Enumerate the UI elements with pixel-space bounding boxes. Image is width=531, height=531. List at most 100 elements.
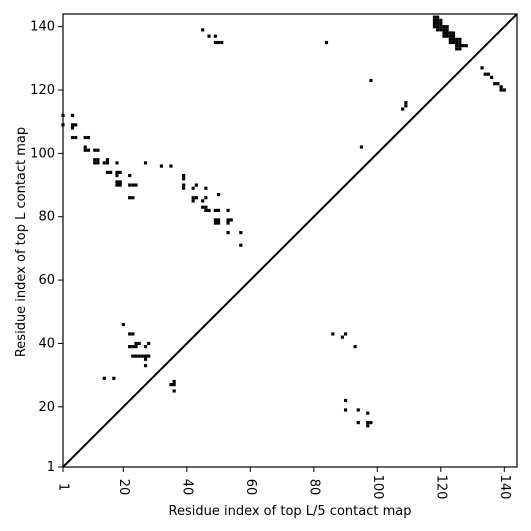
contact-cell [128, 345, 132, 349]
contact-cell [182, 186, 186, 190]
contact-cell [461, 44, 465, 48]
contact-cell [448, 34, 452, 38]
contact-cell [118, 170, 122, 174]
contact-cell [442, 31, 446, 35]
contact-cell [137, 354, 141, 358]
contact-cell [458, 37, 462, 41]
contact-cell [213, 218, 217, 222]
contact-cell [109, 170, 113, 174]
contact-cell [131, 332, 135, 336]
contact-cell [204, 208, 208, 212]
contact-cell [83, 135, 87, 140]
y-tick-label: 60 [38, 273, 55, 288]
contact-cell [147, 354, 151, 358]
contact-cell [128, 196, 132, 200]
contact-cell [445, 31, 449, 35]
contact-cell [216, 192, 221, 197]
contact-cell [483, 72, 487, 76]
contact-cell [131, 183, 135, 187]
x-tick-label: 60 [243, 479, 258, 496]
contact-cell [131, 345, 135, 349]
contact-cell [143, 357, 148, 361]
contact-cell [182, 173, 186, 178]
contact-cell [201, 199, 205, 203]
contact-cell [439, 18, 443, 22]
contact-cell [191, 186, 195, 190]
contact-cell [115, 183, 119, 187]
contact-cell [96, 161, 100, 165]
contact-cell [359, 145, 364, 149]
contact-cell [112, 376, 116, 380]
contact-cell [121, 322, 125, 327]
contact-cell [213, 40, 217, 45]
contact-cell [451, 31, 456, 35]
contact-cell [213, 221, 217, 225]
contact-cell [436, 25, 440, 29]
contact-cell [499, 88, 503, 92]
contact-cell [458, 44, 462, 48]
contact-cell [369, 421, 373, 425]
contact-cell [172, 383, 176, 387]
contact-cell [128, 173, 132, 178]
contact-cell [442, 25, 446, 29]
contact-cell [464, 44, 468, 48]
contact-cell [102, 161, 106, 165]
contact-cell [102, 376, 106, 380]
contact-cell [216, 208, 221, 212]
contact-cell [451, 37, 456, 41]
contact-cell [213, 208, 217, 212]
contact-cell [401, 107, 405, 111]
contact-cell [172, 379, 176, 384]
contact-cell [458, 47, 462, 51]
contact-cell [502, 88, 506, 92]
contact-cell [331, 332, 335, 336]
contact-cell [70, 126, 75, 130]
contact-cell [226, 208, 230, 212]
contact-cell [451, 40, 456, 45]
plot-frame [62, 13, 518, 468]
contact-cell [213, 34, 217, 38]
contact-cell [439, 28, 443, 32]
contact-cell [134, 354, 138, 358]
y-tick-label: 140 [30, 20, 55, 35]
contact-cell [226, 218, 230, 222]
contact-cell [458, 40, 462, 45]
contact-cell [455, 40, 459, 45]
contacts-layer [61, 15, 506, 428]
contact-cell [143, 161, 148, 165]
contact-cell [96, 158, 100, 162]
contact-cell [480, 66, 484, 70]
contact-cell [442, 28, 446, 32]
contact-cell [226, 230, 230, 235]
contact-cell [445, 25, 449, 29]
contact-cell [448, 37, 452, 41]
y-tick-label: 20 [38, 400, 55, 415]
contact-cell [229, 218, 233, 222]
contact-cell [93, 161, 97, 165]
contact-cell [207, 34, 211, 38]
contact-cell [159, 164, 164, 168]
contact-cell [70, 113, 75, 117]
contact-cell [70, 135, 75, 140]
contact-cell [353, 345, 357, 349]
contact-cell [118, 183, 122, 187]
contact-cell [93, 158, 97, 162]
x-tick-label: 140 [497, 475, 512, 500]
contact-cell [340, 335, 344, 339]
contact-cell [207, 208, 211, 212]
contact-cell [105, 161, 110, 165]
contact-cell [369, 78, 373, 83]
contact-cell [191, 196, 195, 200]
contact-cell [496, 82, 500, 86]
contact-cell [182, 183, 186, 187]
contact-cell [131, 196, 135, 200]
contact-cell [105, 170, 110, 174]
contact-cell [490, 75, 494, 79]
contact-cell [118, 180, 122, 184]
x-tick-label: 20 [116, 479, 131, 496]
contact-cell [134, 341, 138, 346]
x-tick-label: 1 [56, 483, 71, 491]
x-tick-label: 120 [433, 475, 448, 500]
y-tick-label: 1 [47, 460, 55, 475]
